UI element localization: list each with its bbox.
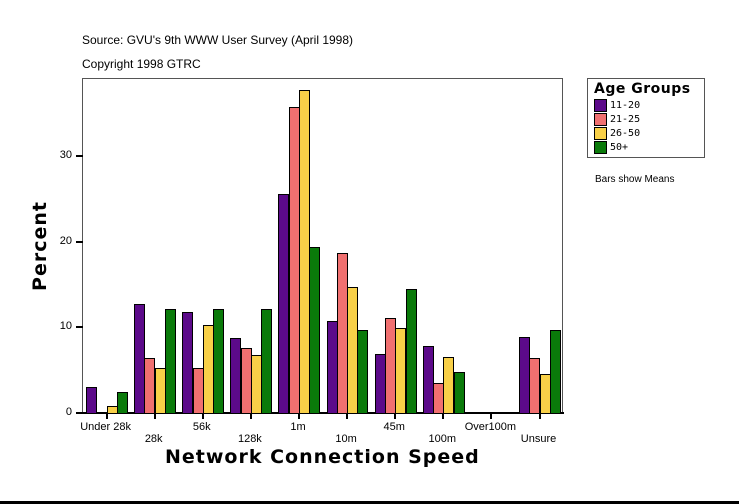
x-tick: [201, 413, 204, 419]
y-tick: [76, 412, 83, 414]
bar: [357, 329, 369, 413]
x-tick: [490, 413, 493, 419]
legend-title: Age Groups: [594, 81, 691, 97]
x-tick: [442, 413, 445, 419]
x-tick: [298, 413, 300, 419]
bar: [309, 246, 321, 413]
legend-label: 21-25: [610, 113, 641, 125]
x-tick-label: Over100m: [464, 421, 517, 433]
x-tick: [538, 413, 541, 419]
swatch-icon: [594, 112, 607, 126]
bar: [261, 309, 273, 413]
x-tick-label: 128k: [237, 433, 262, 445]
swatch-icon: [594, 140, 607, 154]
bar: [182, 311, 194, 413]
plot-area: [82, 78, 563, 413]
legend-item-26-50: 26-50: [594, 126, 640, 140]
x-tick-label: 45m: [383, 421, 405, 433]
legend-item-21-25: 21-25: [594, 112, 640, 126]
bottom-rule: [0, 501, 739, 504]
x-tick: [105, 413, 108, 419]
bar: [549, 329, 561, 413]
y-tick: [76, 240, 83, 243]
legend-label: 26-50: [610, 127, 641, 139]
x-tick-label: 28k: [144, 433, 163, 445]
chart-note: Bars show Means: [595, 174, 675, 185]
y-tick-label: 0: [65, 406, 72, 418]
bar: [213, 309, 225, 413]
bar: [422, 346, 434, 413]
x-axis-line: [78, 412, 564, 414]
legend-item-50plus: 50+: [594, 140, 628, 154]
bar: [116, 392, 128, 413]
y-tick: [76, 326, 83, 329]
bar: [165, 309, 176, 413]
legend-label: 50+: [610, 141, 629, 153]
x-tick-label: Under 28k: [80, 421, 131, 433]
legend: Age Groups 11-20 21-25 26-50 50+: [587, 78, 705, 158]
bar: [453, 371, 465, 413]
x-tick: [346, 413, 349, 419]
x-tick: [153, 413, 156, 419]
legend-label: 11-20: [610, 99, 641, 111]
copyright-caption: Copyright 1998 GTRC: [82, 57, 201, 71]
y-tick-label: 20: [59, 234, 72, 247]
x-tick-label: 100m: [428, 433, 457, 445]
x-tick-label: 1m: [290, 421, 306, 433]
legend-item-11-20: 11-20: [594, 98, 640, 112]
y-tick-label: 10: [59, 320, 72, 333]
x-tick: [394, 413, 397, 419]
bar: [86, 387, 97, 413]
x-axis-title: Network Connection Speed: [165, 446, 480, 468]
y-axis-title: Percent: [29, 201, 51, 291]
swatch-icon: [594, 98, 607, 112]
x-tick-label: 10m: [335, 433, 357, 445]
bar: [405, 288, 417, 413]
x-tick: [249, 413, 252, 419]
source-caption: Source: GVU's 9th WWW User Survey (April…: [82, 33, 354, 47]
x-tick-label: 56k: [192, 421, 211, 433]
y-tick: [76, 154, 83, 157]
swatch-icon: [594, 126, 607, 140]
x-tick-label: Unsure: [520, 433, 557, 445]
y-tick-label: 30: [59, 148, 72, 161]
